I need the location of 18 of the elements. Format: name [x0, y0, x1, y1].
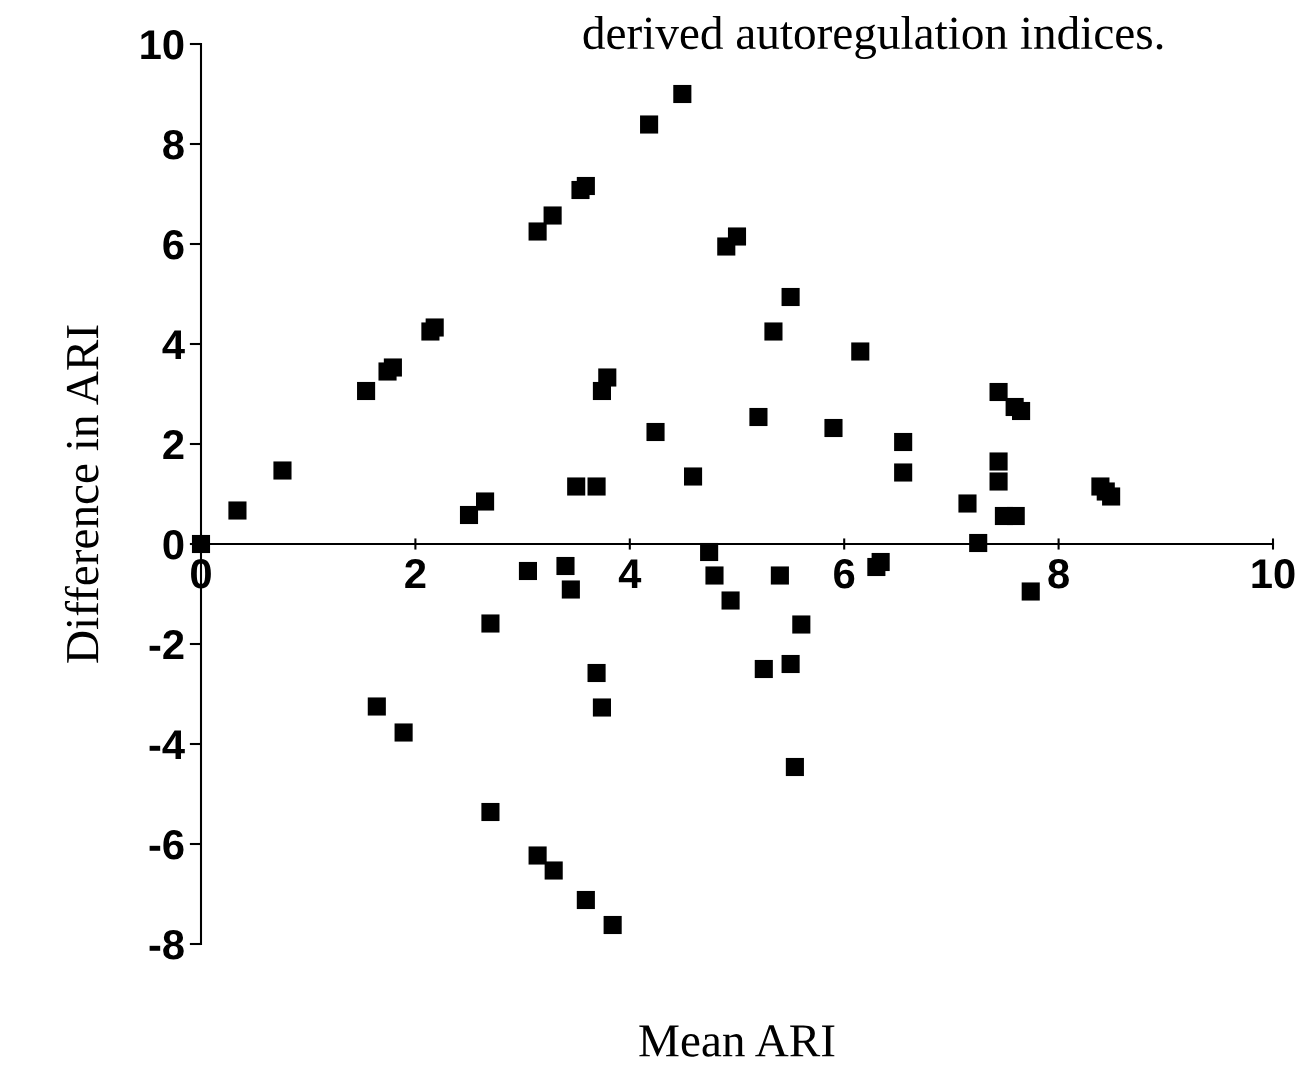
- x-tick-label: 10: [1252, 558, 1295, 589]
- x-axis-title: Mean ARI: [639, 1025, 835, 1057]
- x-tick-label: 8: [1048, 558, 1069, 589]
- y-tick-label: 10: [141, 30, 184, 60]
- chart-title: derived autoregulation indices.: [583, 16, 1163, 59]
- y-tick-label: -4: [149, 730, 185, 760]
- y-tick-label: -6: [149, 830, 184, 860]
- y-tick-label: 0: [163, 530, 184, 560]
- y-tick-label: -8: [149, 930, 184, 960]
- y-tick-label: 4: [162, 330, 185, 360]
- x-tick-label: 4: [618, 559, 642, 589]
- y-tick-label: 2: [163, 430, 184, 460]
- y-tick-label: -2: [149, 630, 184, 660]
- x-tick-label: 2: [405, 558, 426, 589]
- x-tick-label: 6: [834, 558, 855, 589]
- y-tick-label: 8: [163, 130, 184, 160]
- y-axis-title: Difference in ARI: [64, 325, 99, 663]
- y-tick-label: 6: [163, 230, 184, 260]
